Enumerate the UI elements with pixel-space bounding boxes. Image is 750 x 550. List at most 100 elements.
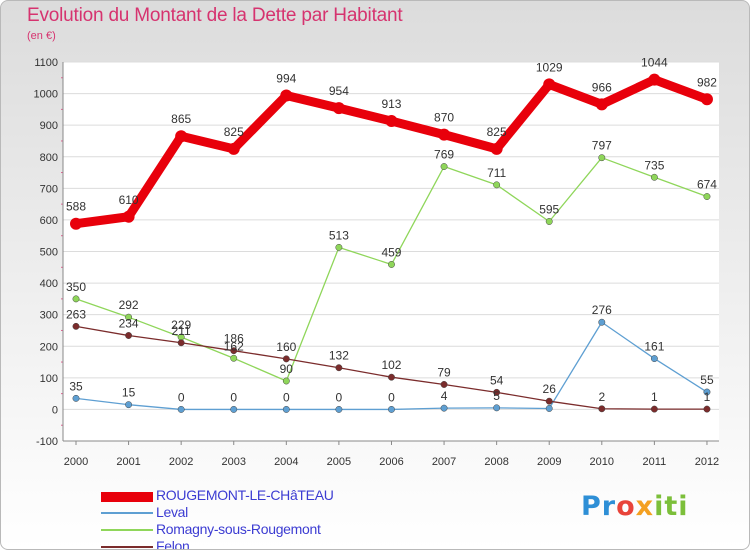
- data-point: [332, 102, 345, 115]
- y-tick-label: 900: [40, 120, 58, 132]
- logo-part-1: Pr: [581, 491, 617, 522]
- data-label: 292: [119, 298, 139, 312]
- data-point: [125, 401, 133, 409]
- data-label: 263: [66, 307, 86, 321]
- data-label: 595: [539, 202, 559, 216]
- data-label: 54: [490, 373, 504, 387]
- data-point: [438, 128, 451, 141]
- data-point: [700, 93, 713, 106]
- data-label: 588: [66, 200, 86, 214]
- data-label: 994: [276, 71, 296, 85]
- data-label: 162: [224, 339, 244, 353]
- data-label: 90: [280, 362, 294, 376]
- y-tick-label: 500: [40, 247, 58, 259]
- data-label: 735: [644, 158, 664, 172]
- data-label: 102: [381, 358, 401, 372]
- data-label: 5: [493, 389, 500, 403]
- data-label: 276: [592, 303, 612, 317]
- x-tick-label: 2006: [379, 456, 403, 468]
- data-label: 1029: [536, 60, 563, 74]
- data-label: 1: [704, 390, 711, 404]
- chart-unit: (en €): [27, 30, 56, 42]
- data-point: [177, 339, 185, 347]
- data-label: 0: [230, 390, 237, 404]
- y-tick-label: 700: [40, 183, 58, 195]
- x-tick-label: 2009: [537, 456, 561, 468]
- data-point: [388, 260, 395, 268]
- data-label: 797: [592, 139, 612, 153]
- y-tick-label: 200: [40, 341, 58, 353]
- data-point: [282, 355, 290, 363]
- data-point: [703, 388, 711, 396]
- y-tick-label: 400: [40, 278, 58, 290]
- data-label: 954: [329, 84, 349, 98]
- data-point: [493, 388, 501, 396]
- data-label: 211: [172, 324, 191, 338]
- data-point: [388, 373, 395, 381]
- data-label: 711: [487, 166, 506, 180]
- legend-item-leval: Leval: [101, 504, 401, 521]
- y-tick-label: 100: [40, 373, 58, 385]
- x-tick-label: 2012: [695, 456, 719, 468]
- data-point: [125, 313, 133, 321]
- data-point: [282, 405, 290, 413]
- logo-part-4: iti: [654, 491, 689, 522]
- data-point: [335, 243, 343, 251]
- data-label: 234: [119, 317, 139, 331]
- x-tick-label: 2000: [64, 456, 88, 468]
- logo-part-2: o: [616, 491, 636, 522]
- data-label: 4: [441, 389, 448, 403]
- data-label: 132: [329, 349, 349, 363]
- proxiti-logo: Proxiti: [581, 491, 689, 522]
- data-label: 825: [487, 125, 507, 139]
- data-point: [282, 377, 290, 385]
- data-label: 15: [122, 386, 136, 400]
- x-tick-label: 2002: [169, 456, 193, 468]
- data-label: 0: [336, 390, 343, 404]
- data-label: 26: [543, 382, 557, 396]
- data-label: 1044: [641, 56, 668, 70]
- data-point: [385, 115, 398, 128]
- data-point: [598, 318, 606, 326]
- data-point: [230, 354, 238, 362]
- legend-label-felon: Felon: [156, 538, 190, 550]
- data-point: [440, 381, 448, 388]
- data-label: 982: [697, 75, 717, 89]
- data-label: 865: [171, 112, 191, 126]
- x-tick-label: 2011: [643, 456, 667, 468]
- x-tick-label: 2010: [590, 456, 614, 468]
- data-label: 769: [434, 148, 454, 162]
- data-label: 0: [178, 390, 185, 404]
- data-point: [595, 98, 608, 111]
- legend-swatch-leval: [101, 512, 153, 514]
- chart-legend: ROUGEMONT-LE-CHâTEAU Leval Romagny-sous-…: [101, 487, 401, 550]
- data-point: [125, 332, 133, 339]
- data-point: [650, 405, 658, 413]
- legend-item-felon: Felon: [101, 538, 401, 550]
- legend-item-romagny: Romagny-sous-Rougemont: [101, 521, 401, 538]
- data-point: [227, 142, 240, 155]
- legend-label-romagny: Romagny-sous-Rougemont: [156, 521, 321, 537]
- x-tick-label: 2007: [432, 456, 456, 468]
- data-label: 79: [437, 365, 451, 379]
- data-label: 35: [69, 379, 83, 393]
- data-label: 350: [66, 280, 86, 294]
- legend-swatch-rougemont: [101, 492, 153, 502]
- legend-swatch-felon: [101, 546, 153, 548]
- y-tick-label: 1100: [34, 57, 58, 69]
- data-label: 161: [644, 340, 664, 354]
- data-point: [72, 295, 80, 303]
- data-point: [335, 405, 343, 413]
- data-point: [440, 404, 448, 412]
- data-point: [493, 181, 501, 189]
- data-point: [650, 355, 658, 363]
- x-tick-label: 2001: [116, 456, 140, 468]
- data-point: [388, 405, 395, 413]
- x-tick-label: 2005: [327, 456, 351, 468]
- data-label: 186: [224, 332, 244, 346]
- data-point: [72, 394, 80, 402]
- y-tick-label: -100: [36, 436, 58, 448]
- x-tick-label: 2003: [221, 456, 245, 468]
- data-point: [175, 130, 188, 143]
- y-tick-label: 1000: [34, 89, 58, 101]
